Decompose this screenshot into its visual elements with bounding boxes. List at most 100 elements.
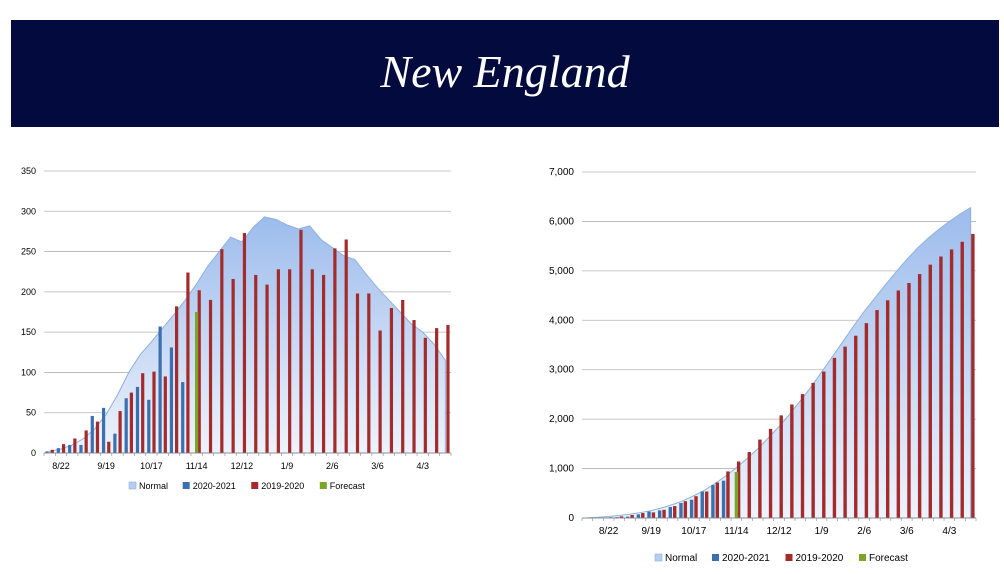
bar-2019-2020 [50,449,54,453]
bar-2020-2021 [679,502,683,518]
legend-swatch-2020-2021 [712,554,719,561]
bar-2020-2021 [700,491,704,518]
bar-2020-2021 [668,507,673,518]
y-tick-label: 5,000 [549,266,574,277]
bar-2019-2020 [265,284,269,453]
bar-2019-2020 [310,269,314,453]
bar-2019-2020 [276,269,280,453]
bar-2019-2020 [939,256,943,518]
bar-2019-2020 [254,274,258,453]
bar-2019-2020 [288,269,292,453]
x-tick-label: 10/17 [140,461,163,471]
bar-2019-2020 [885,300,890,518]
bar-2019-2020 [949,249,954,518]
bar-2019-2020 [673,506,677,518]
bar-2020-2021 [626,516,630,518]
bar-2019-2020 [694,496,698,518]
legend-label-2019-2020: 2019-2020 [261,481,304,491]
x-tick-label: 12/12 [231,461,254,471]
bar-2020-2021 [56,448,60,453]
x-tick-label: 3/6 [371,461,384,471]
bar-forecast [195,312,199,453]
bar-2019-2020 [175,306,179,453]
bar-2019-2020 [344,239,348,453]
bar-2020-2021 [721,480,726,518]
bar-2019-2020 [630,514,634,518]
x-tick-label: 3/6 [900,526,914,537]
bar-2019-2020 [758,439,762,518]
bar-2019-2020 [822,371,826,518]
bar-2019-2020 [790,404,794,518]
cumulative-chart: 0 1,000 2,000 3,000 4,000 5,000 6,000 7,000 8/22… [530,163,986,569]
y-tick-label: 2,000 [549,414,574,425]
legend-swatch-forecast [859,554,866,561]
y-tick-label: 6,000 [549,216,574,227]
x-tick-label: 4/3 [416,461,429,471]
x-tick-label: 2/6 [326,461,339,471]
bar-2019-2020 [84,430,88,453]
bar-2020-2021 [113,433,117,453]
legend-label-2020-2021: 2020-2021 [722,553,770,564]
bar-2019-2020 [321,274,326,453]
bar-2019-2020 [73,438,77,453]
cumulative-chart-svg: 0 1,000 2,000 3,000 4,000 5,000 6,000 7,000 8/22… [549,167,977,564]
normal-area [586,206,972,519]
bar-2020-2021 [68,444,72,453]
y-tick-label: 1,000 [549,464,574,475]
bar-2020-2021 [158,326,162,453]
bar-2019-2020 [704,491,709,518]
bar-2019-2020 [896,290,901,518]
legend-swatch-2019-2020 [785,554,793,561]
bar-forecast [734,472,739,518]
x-tick-label: 1/9 [815,526,829,537]
x-tick-label: 1/9 [281,461,294,471]
y-tick-label: 0 [568,513,574,524]
legend-label-normal: Normal [139,481,168,491]
bar-2019-2020 [907,282,911,518]
legend-label-forecast: Forecast [330,481,366,491]
bar-2019-2020 [779,415,783,518]
y-tick-label: 50 [26,408,36,418]
bar-2020-2021 [181,382,185,453]
bar-2019-2020 [619,516,624,518]
bar-2020-2021 [689,499,694,518]
bar-2019-2020 [129,392,133,453]
bar-2019-2020 [231,278,235,453]
y-tick-label: 100 [21,367,36,377]
bar-2020-2021 [711,485,715,518]
bar-2019-2020 [152,371,156,453]
bar-2020-2021 [101,407,106,453]
bar-2019-2020 [61,444,66,453]
bar-2019-2020 [971,233,975,518]
bar-2019-2020 [832,357,837,518]
bar-2019-2020 [726,471,730,518]
bar-2019-2020 [141,373,145,453]
bar-2019-2020 [768,428,773,518]
legend-swatch-normal [128,481,137,490]
bar-2019-2020 [401,299,405,453]
y-tick-label: 3,000 [549,365,574,376]
y-tick-label: 4,000 [549,315,574,326]
weekly-chart: 0 50 100 150 200 250 300 350 8/22 9/19 10/17 11/14 1… [14,163,454,503]
bar-2019-2020 [683,501,688,518]
bar-2019-2020 [367,293,371,453]
bar-2019-2020 [333,248,337,453]
title-banner: New England [11,20,999,127]
bar-2019-2020 [412,320,416,453]
page-title: New England [380,46,630,97]
bar-2019-2020 [843,346,847,518]
x-tick-label: 10/17 [681,526,706,537]
bar-2019-2020 [446,324,450,453]
bar-2020-2021 [135,386,140,453]
legend-label-normal: Normal [665,553,697,564]
x-tick-label: 8/22 [52,461,70,471]
bar-2019-2020 [854,335,858,518]
bar-2019-2020 [800,394,805,518]
y-tick-label: 200 [21,287,36,297]
bar-2019-2020 [378,330,382,453]
bar-2020-2021 [636,514,641,518]
bar-2019-2020 [197,290,201,453]
bar-2019-2020 [355,293,360,453]
weekly-chart-svg: 0 50 100 150 200 250 300 350 8/22 9/19 10/17 11/14 1… [21,166,452,491]
x-tick-label: 4/3 [942,526,956,537]
